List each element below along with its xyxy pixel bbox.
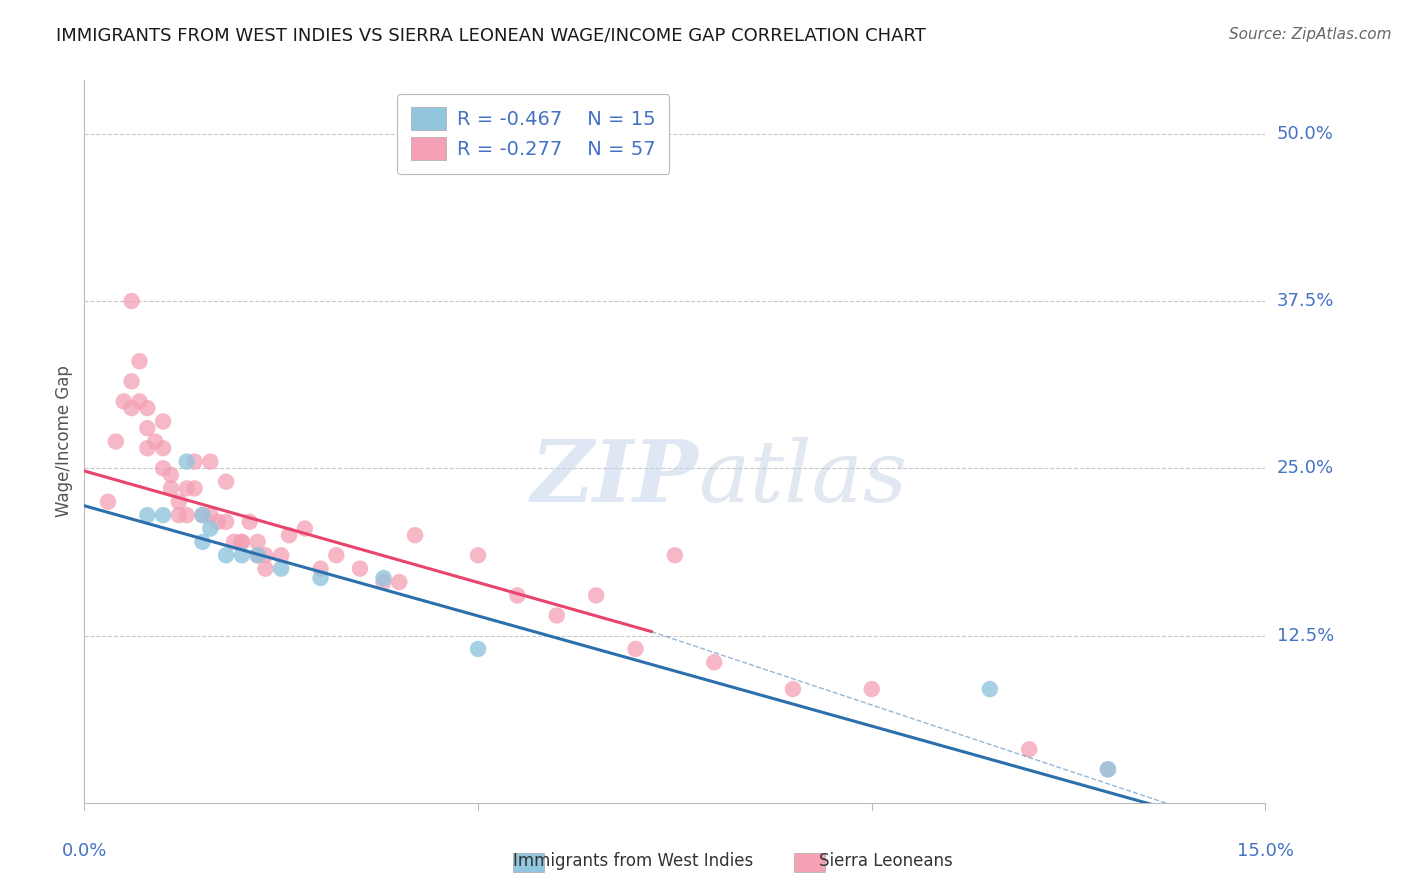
- Point: [254, 548, 277, 563]
- Point: [160, 467, 183, 482]
- Text: Sierra Leoneans: Sierra Leoneans: [818, 852, 953, 870]
- Y-axis label: Wage/Income Gap: Wage/Income Gap: [55, 366, 73, 517]
- Point: [183, 482, 205, 496]
- Point: [373, 575, 395, 590]
- Point: [254, 562, 277, 576]
- Point: [467, 642, 489, 657]
- Point: [979, 681, 1001, 696]
- Point: [782, 681, 804, 696]
- Point: [167, 508, 190, 523]
- Text: atlas: atlas: [699, 436, 908, 519]
- Point: [1097, 762, 1119, 776]
- Point: [104, 434, 127, 449]
- Point: [278, 528, 301, 542]
- Point: [207, 515, 229, 529]
- Point: [246, 548, 269, 563]
- Point: [191, 508, 214, 523]
- Point: [404, 528, 426, 542]
- Point: [388, 575, 411, 590]
- Point: [373, 571, 395, 585]
- Point: [246, 534, 269, 549]
- Point: [703, 655, 725, 669]
- Text: 25.0%: 25.0%: [1277, 459, 1334, 477]
- Point: [231, 534, 253, 549]
- Point: [860, 681, 883, 696]
- Point: [121, 375, 143, 389]
- Point: [136, 421, 159, 435]
- Point: [349, 562, 371, 576]
- Point: [239, 515, 262, 529]
- Text: Immigrants from West Indies: Immigrants from West Indies: [513, 852, 752, 870]
- Point: [270, 548, 292, 563]
- Point: [309, 562, 332, 576]
- Point: [152, 414, 174, 429]
- Text: 37.5%: 37.5%: [1277, 292, 1334, 310]
- Point: [121, 401, 143, 416]
- Point: [200, 521, 222, 535]
- Point: [546, 608, 568, 623]
- Point: [183, 455, 205, 469]
- Point: [215, 548, 238, 563]
- Point: [97, 494, 120, 508]
- Point: [1018, 742, 1040, 756]
- Point: [215, 475, 238, 489]
- Point: [246, 548, 269, 563]
- Point: [231, 548, 253, 563]
- Point: [200, 508, 222, 523]
- Point: [152, 508, 174, 523]
- Point: [294, 521, 316, 535]
- Point: [309, 571, 332, 585]
- Point: [585, 589, 607, 603]
- Text: 0.0%: 0.0%: [62, 842, 107, 860]
- Text: 15.0%: 15.0%: [1237, 842, 1294, 860]
- Point: [200, 455, 222, 469]
- Text: Source: ZipAtlas.com: Source: ZipAtlas.com: [1229, 27, 1392, 42]
- Point: [664, 548, 686, 563]
- Point: [128, 354, 150, 368]
- Point: [222, 534, 245, 549]
- Point: [176, 508, 198, 523]
- Point: [624, 642, 647, 657]
- Point: [325, 548, 347, 563]
- Point: [112, 394, 135, 409]
- Point: [121, 294, 143, 309]
- Point: [176, 482, 198, 496]
- Point: [128, 394, 150, 409]
- Point: [191, 508, 214, 523]
- Point: [231, 534, 253, 549]
- Point: [152, 442, 174, 455]
- Text: 12.5%: 12.5%: [1277, 626, 1334, 645]
- Point: [136, 508, 159, 523]
- Point: [136, 401, 159, 416]
- Point: [1097, 762, 1119, 776]
- Point: [152, 461, 174, 475]
- Point: [467, 548, 489, 563]
- Point: [160, 482, 183, 496]
- Point: [215, 515, 238, 529]
- Text: ZIP: ZIP: [530, 436, 699, 519]
- Text: IMMIGRANTS FROM WEST INDIES VS SIERRA LEONEAN WAGE/INCOME GAP CORRELATION CHART: IMMIGRANTS FROM WEST INDIES VS SIERRA LE…: [56, 27, 927, 45]
- Point: [176, 455, 198, 469]
- Legend: R = -0.467    N = 15, R = -0.277    N = 57: R = -0.467 N = 15, R = -0.277 N = 57: [396, 94, 669, 174]
- Point: [506, 589, 529, 603]
- Point: [143, 434, 166, 449]
- Point: [191, 534, 214, 549]
- Text: 50.0%: 50.0%: [1277, 125, 1333, 143]
- Point: [167, 494, 190, 508]
- Point: [136, 442, 159, 455]
- Point: [270, 562, 292, 576]
